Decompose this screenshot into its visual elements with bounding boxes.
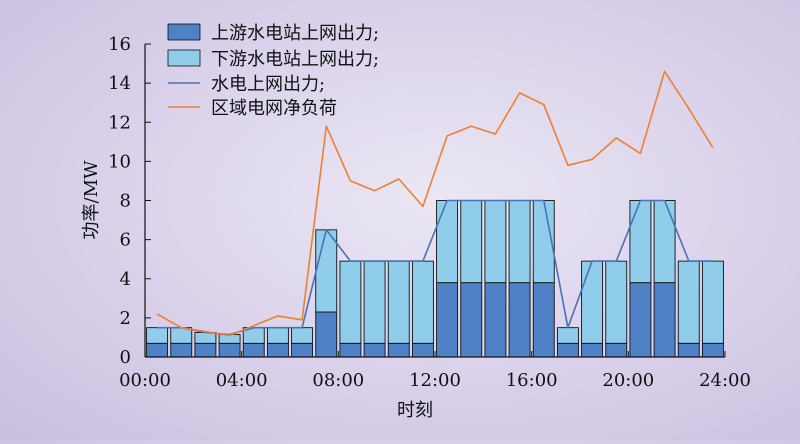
x-tick-label-24: 24:00 bbox=[699, 370, 751, 391]
bar-upstream-10 bbox=[363, 342, 386, 358]
bar-upstream-11 bbox=[387, 342, 410, 358]
bar-upstream-21 bbox=[629, 282, 652, 358]
y-tick-label-6: 6 bbox=[120, 230, 131, 251]
bar-downstream-14 bbox=[460, 200, 483, 284]
bar-upstream-4 bbox=[218, 342, 241, 358]
ticks-layer: 0 2 4 6 8 10 12 14 16 00:00 04:00 08:00 12:00 16:00 20… bbox=[108, 34, 751, 391]
bar-downstream-6 bbox=[266, 327, 289, 344]
y-tick-label-14: 14 bbox=[108, 73, 131, 94]
legend-label-downstream: 下游水电站上网出力; bbox=[211, 49, 379, 70]
legend-swatch-downstream bbox=[167, 49, 201, 67]
x-tick-label-12: 12:00 bbox=[409, 370, 461, 391]
bar-upstream-12 bbox=[411, 342, 434, 358]
bar-downstream-23 bbox=[677, 260, 700, 344]
bar-downstream-15 bbox=[484, 200, 507, 284]
bar-downstream-19 bbox=[581, 260, 604, 344]
bar-upstream-5 bbox=[242, 342, 265, 358]
legend-label-net-load: 区域电网净负荷 bbox=[211, 98, 337, 119]
line-hydro-total bbox=[157, 199, 713, 336]
y-tick-label-0: 0 bbox=[120, 347, 131, 368]
x-axis-title: 时刻 bbox=[397, 400, 433, 421]
bar-downstream-9 bbox=[339, 260, 362, 344]
x-tick-label-16: 16:00 bbox=[506, 370, 558, 391]
legend-label-hydro-line: 水电上网出力; bbox=[211, 74, 325, 95]
bar-downstream-3 bbox=[194, 332, 217, 344]
bar-downstream-12 bbox=[411, 260, 434, 344]
legend-label-upstream: 上游水电站上网出力; bbox=[211, 23, 379, 44]
y-tick-label-8: 8 bbox=[120, 191, 131, 212]
bar-upstream-3 bbox=[194, 342, 217, 358]
y-tick-label-2: 2 bbox=[120, 308, 131, 329]
bar-upstream-16 bbox=[508, 282, 531, 358]
x-tick-label-0: 00:00 bbox=[119, 370, 171, 391]
x-tick-label-20: 20:00 bbox=[602, 370, 654, 391]
y-tick-label-12: 12 bbox=[108, 112, 131, 133]
bar-downstream-1 bbox=[146, 327, 169, 344]
bar-downstream-18 bbox=[556, 327, 579, 344]
bar-upstream-18 bbox=[556, 342, 579, 358]
bar-downstream-24 bbox=[701, 260, 724, 344]
bar-downstream-7 bbox=[291, 327, 314, 344]
y-tick-label-16: 16 bbox=[108, 34, 131, 55]
bar-downstream-20 bbox=[605, 260, 628, 344]
bar-downstream-16 bbox=[508, 200, 531, 284]
bar-downstream-10 bbox=[363, 260, 386, 344]
y-tick-label-4: 4 bbox=[120, 269, 131, 290]
bar-downstream-22 bbox=[653, 200, 676, 284]
bar-downstream-8 bbox=[315, 229, 338, 313]
y-tick-label-10: 10 bbox=[108, 151, 131, 172]
bar-upstream-1 bbox=[146, 342, 169, 358]
bar-upstream-8 bbox=[315, 311, 338, 358]
bar-upstream-15 bbox=[484, 282, 507, 358]
bar-upstream-2 bbox=[170, 342, 193, 358]
bar-upstream-13 bbox=[436, 282, 459, 358]
bar-downstream-2 bbox=[170, 327, 193, 344]
x-tick-label-8: 08:00 bbox=[312, 370, 364, 391]
bar-downstream-21 bbox=[629, 200, 652, 284]
bar-upstream-22 bbox=[653, 282, 676, 358]
bar-upstream-23 bbox=[677, 342, 700, 358]
line-net-load bbox=[156, 70, 714, 337]
bar-upstream-17 bbox=[532, 282, 555, 358]
bar-upstream-6 bbox=[266, 342, 289, 358]
bar-upstream-9 bbox=[339, 342, 362, 358]
bar-upstream-20 bbox=[605, 342, 628, 358]
y-axis-title: 功率/MW bbox=[81, 160, 102, 239]
bar-downstream-13 bbox=[436, 200, 459, 284]
legend-swatch-upstream bbox=[167, 23, 201, 41]
bars-layer bbox=[146, 200, 724, 358]
x-tick-label-4: 04:00 bbox=[216, 370, 268, 391]
bar-upstream-14 bbox=[460, 282, 483, 358]
lines-layer bbox=[156, 70, 714, 337]
bar-upstream-19 bbox=[581, 342, 604, 358]
bar-upstream-7 bbox=[291, 342, 314, 358]
bar-downstream-11 bbox=[387, 260, 410, 344]
legend: 上游水电站上网出力; 下游水电站上网出力; 水电上网出力; 区域电网净负荷 bbox=[167, 23, 379, 119]
bar-upstream-24 bbox=[701, 342, 724, 358]
